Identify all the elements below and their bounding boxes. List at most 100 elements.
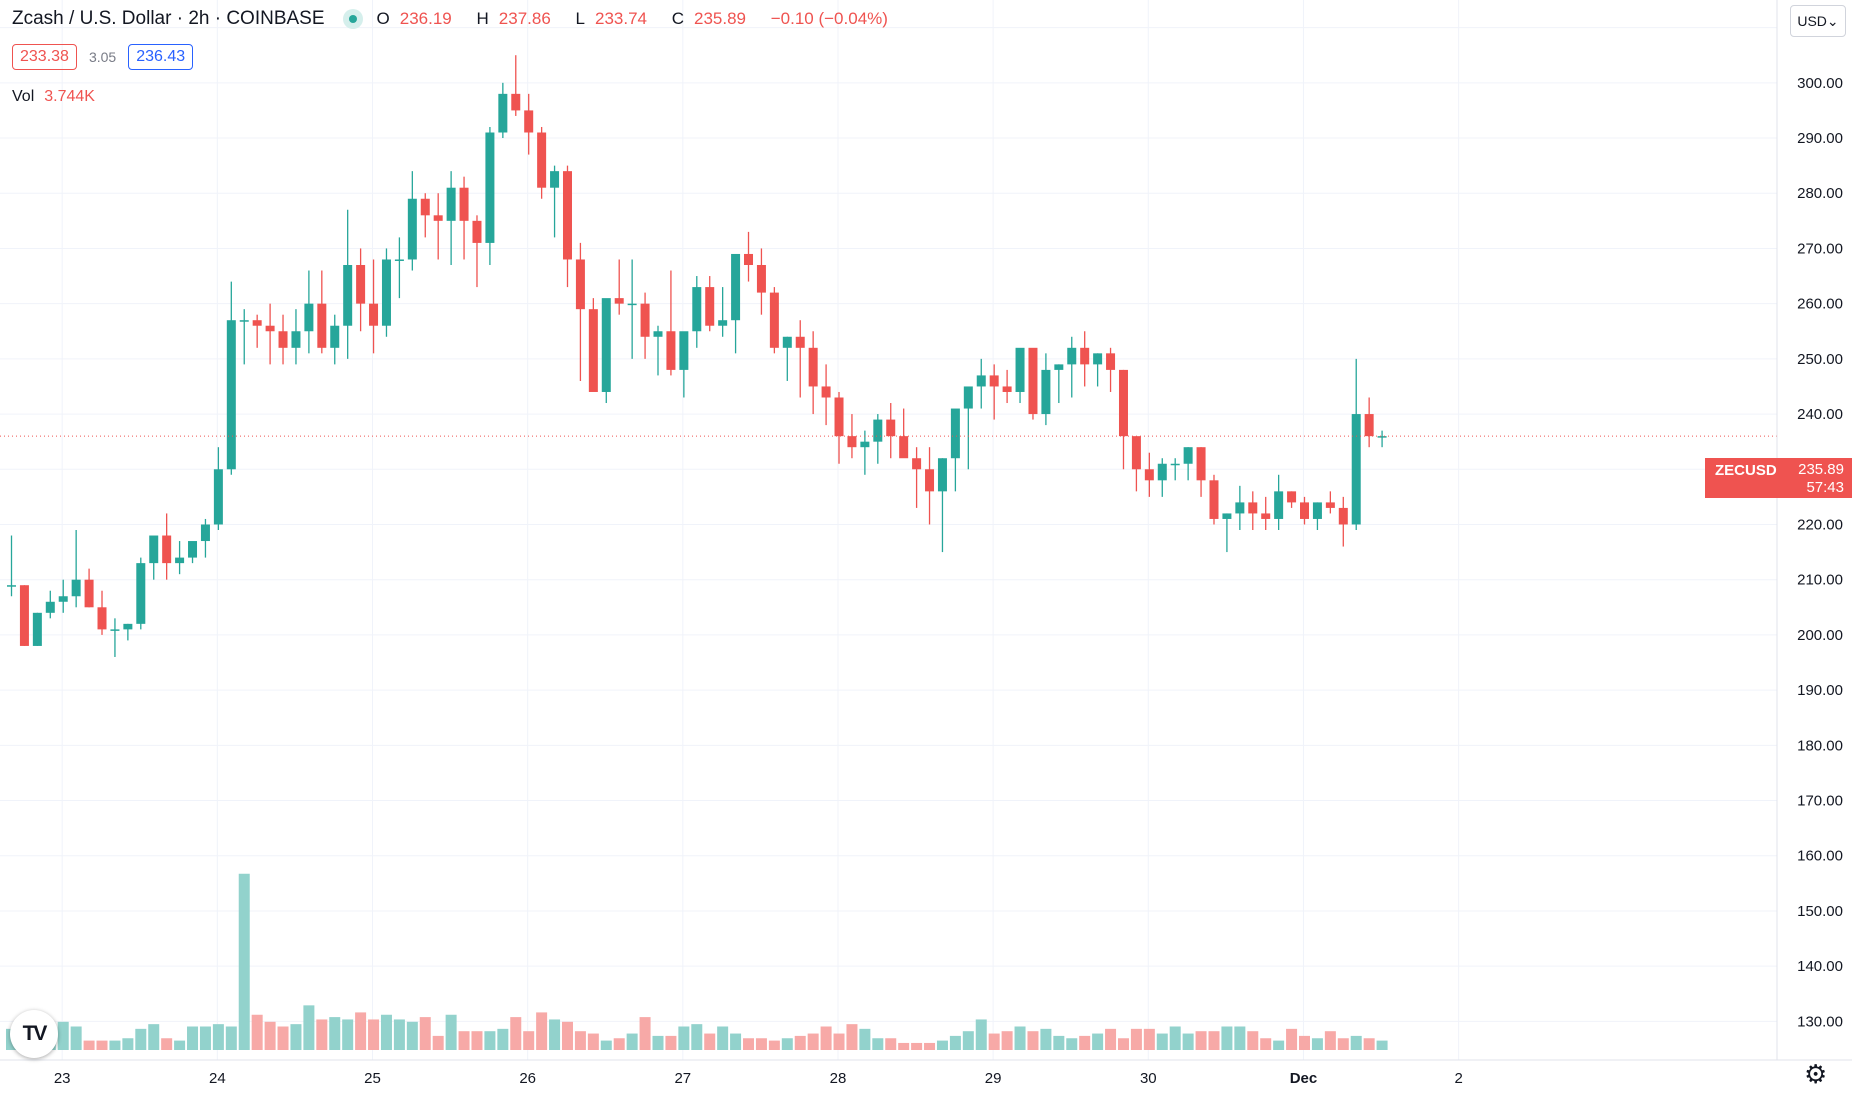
symbol-legend: Zcash / U.S. Dollar · 2h · COINBASE O 236…: [12, 8, 898, 30]
candle-body: [575, 259, 585, 310]
candle-body: [666, 331, 676, 370]
candle: [1209, 474, 1219, 525]
candle-body: [769, 292, 779, 348]
high-value: 237.86: [498, 9, 551, 28]
candle-body: [601, 298, 611, 392]
candle: [575, 242, 585, 381]
candle-body: [1235, 502, 1245, 514]
candle-body: [808, 347, 818, 387]
volume-label[interactable]: Vol: [12, 88, 35, 105]
candle: [614, 259, 624, 315]
candle: [1131, 436, 1141, 492]
bid-price[interactable]: 233.38: [12, 44, 77, 70]
candle: [1377, 430, 1387, 448]
logo-text: TV: [22, 1022, 48, 1045]
candle-body: [394, 259, 404, 261]
candle: [588, 298, 598, 392]
volume-bar: [290, 1024, 302, 1050]
candle-body: [1028, 347, 1038, 415]
candle: [213, 447, 223, 530]
candle: [860, 430, 870, 475]
volume-bar: [743, 1038, 755, 1050]
candle-body: [950, 408, 960, 459]
time-axis[interactable]: 23 24 25 26 27 28 29 30 Dec 2: [0, 1059, 1852, 1087]
volume-bar: [135, 1028, 147, 1050]
volume-bar: [187, 1026, 199, 1050]
volume-bar: [833, 1033, 845, 1050]
candle-body: [640, 303, 650, 337]
settings-gear-icon[interactable]: ⚙: [1804, 1059, 1828, 1089]
symbol-title[interactable]: Zcash / U.S. Dollar · 2h · COINBASE: [12, 8, 325, 29]
candle-body: [1041, 369, 1051, 415]
candle: [1118, 369, 1128, 470]
candle: [976, 358, 986, 409]
volume-bar: [691, 1024, 703, 1050]
candle: [873, 414, 883, 464]
volume-bar: [342, 1019, 354, 1050]
volume-bar: [717, 1026, 729, 1050]
candle-body: [1054, 364, 1064, 370]
volume-bar: [652, 1035, 664, 1050]
candle-body: [19, 585, 29, 646]
time-tick-label: 2: [1454, 1070, 1462, 1087]
candle: [317, 270, 327, 354]
candle: [912, 447, 922, 508]
candle: [627, 259, 637, 359]
candle-body: [1261, 513, 1271, 519]
price-axis[interactable]: 310.00300.00290.00280.00270.00260.00250.…: [1776, 0, 1843, 1060]
volume-bar: [510, 1017, 522, 1050]
volume-bar: [936, 1040, 948, 1050]
candle: [123, 623, 133, 641]
volume-bar: [1337, 1038, 1349, 1050]
candle-body: [1209, 480, 1219, 519]
candle: [356, 248, 366, 332]
currency-button[interactable]: USD ⌄: [1790, 5, 1846, 37]
current-price: 235.89: [1798, 461, 1844, 478]
candle: [718, 287, 728, 337]
time-tick-label: 29: [985, 1070, 1002, 1087]
candle: [291, 309, 301, 365]
volume-bar: [238, 873, 250, 1050]
candle-body: [200, 524, 210, 542]
volume-bar: [1324, 1031, 1336, 1050]
volume-bar: [458, 1031, 470, 1050]
candle: [45, 590, 55, 619]
ask-price[interactable]: 236.43: [128, 44, 194, 70]
candle-body: [782, 336, 792, 348]
candle: [1183, 447, 1193, 481]
candle: [472, 215, 482, 288]
candle: [756, 248, 766, 315]
candle-body: [1131, 436, 1141, 470]
candle-body: [989, 375, 999, 387]
candle: [226, 281, 236, 475]
volume-bar: [1273, 1040, 1285, 1050]
market-status-icon[interactable]: [342, 9, 363, 29]
volume-bar: [109, 1040, 121, 1050]
candle: [640, 292, 650, 359]
volume-bar: [988, 1033, 1000, 1050]
candle-body: [1287, 491, 1297, 503]
candle-body: [58, 596, 68, 602]
candle-body: [1067, 347, 1077, 365]
volume-bar: [355, 1012, 367, 1050]
candle-body: [886, 419, 896, 437]
volume-bar: [561, 1021, 573, 1050]
tradingview-logo-icon[interactable]: TV: [10, 1010, 58, 1058]
candle: [562, 165, 572, 288]
volume-bar: [225, 1026, 237, 1050]
volume-bar: [665, 1035, 677, 1050]
price-tick-label: 220.00: [1797, 516, 1843, 533]
ohlc-values: O 236.19 H 237.86 L 233.74 C 235.89 −0.10 (−…: [377, 9, 898, 29]
candle: [537, 126, 547, 199]
volume-bar: [406, 1021, 418, 1050]
candle-body: [562, 171, 572, 260]
volume-bar: [368, 1019, 380, 1050]
candle: [1157, 458, 1167, 497]
candle-body: [1312, 502, 1322, 519]
time-tick-label: 25: [364, 1070, 381, 1087]
candle: [1041, 353, 1051, 426]
candle: [744, 231, 754, 282]
candle-body: [1222, 513, 1232, 519]
time-tick-label: 26: [519, 1070, 536, 1087]
